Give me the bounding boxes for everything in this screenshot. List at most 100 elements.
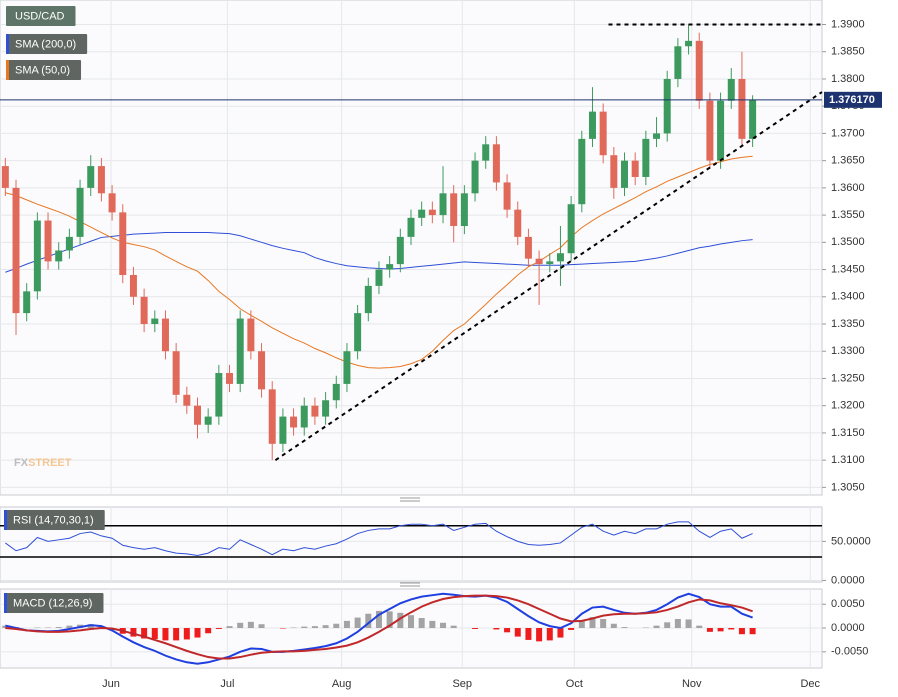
histogram-bar	[226, 626, 233, 629]
histogram-bar	[493, 628, 500, 630]
histogram-bar	[546, 628, 553, 641]
histogram-bar	[621, 627, 628, 629]
panel	[0, 0, 823, 496]
y-tick-label: 1.3650	[831, 155, 865, 167]
candle-body	[642, 138, 650, 177]
candle-body	[386, 264, 394, 270]
y-tick-label: 1.3850	[831, 46, 865, 58]
candle-body	[193, 405, 201, 425]
y-tick-label: 1.3900	[831, 18, 865, 30]
candle-body	[428, 209, 436, 216]
histogram-bar	[408, 615, 414, 629]
candle-body	[55, 250, 63, 262]
histogram-bar	[664, 622, 671, 629]
legend-label: SMA (200,0)	[15, 38, 76, 50]
histogram-bar	[706, 628, 713, 632]
histogram-bar	[397, 612, 404, 629]
histogram-bar	[386, 611, 393, 629]
candle-body	[204, 416, 212, 425]
candle-body	[749, 99, 757, 139]
candle-body	[247, 318, 255, 352]
y-tick-label: 1.3600	[831, 182, 865, 194]
y-tick-label: 1.3300	[831, 345, 865, 357]
candle-body	[514, 209, 522, 237]
candle-body	[65, 236, 73, 251]
histogram-bar	[66, 625, 73, 629]
trendline	[274, 91, 823, 461]
candle-body	[546, 261, 554, 265]
legend-swatch	[4, 510, 7, 530]
candle-body	[172, 351, 180, 395]
histogram-bar	[343, 620, 350, 629]
histogram-bar	[311, 626, 318, 629]
y-tick-label: 1.3800	[831, 73, 865, 85]
candle-body	[460, 193, 468, 226]
legend-box	[4, 510, 105, 530]
y-tick-label: 1.3050	[831, 481, 865, 493]
candle-body	[407, 217, 415, 237]
legend-swatch	[6, 60, 9, 80]
histogram-bar	[525, 628, 532, 640]
candle-body	[279, 416, 287, 444]
y-tick-label: 1.3700	[831, 127, 865, 139]
histogram-bar	[589, 617, 596, 629]
candle-body	[23, 291, 31, 314]
y-tick-label: 1.3450	[831, 263, 865, 275]
candle-body	[588, 111, 596, 139]
candle-body	[119, 212, 127, 275]
histogram-bar	[610, 623, 617, 629]
candle-body	[706, 100, 714, 161]
y-tick-label: 50.0000	[831, 535, 871, 547]
sma-line	[5, 155, 753, 369]
histogram-bar	[2, 625, 9, 629]
candle-body	[215, 373, 223, 417]
y-tick-label: 1.3500	[831, 236, 865, 248]
histogram-bar	[194, 628, 201, 638]
candle-body	[183, 394, 191, 406]
y-tick-label: 1.3400	[831, 291, 865, 303]
candle-body	[556, 253, 564, 262]
candle-body	[1, 166, 9, 188]
candle-body	[524, 236, 532, 259]
candle-body	[151, 318, 159, 325]
histogram-bar	[674, 618, 681, 629]
legend-label: RSI (14,70,30,1)	[13, 514, 94, 526]
watermark-suffix: STREET	[28, 457, 72, 469]
histogram-bar	[247, 621, 254, 629]
histogram-bar	[504, 628, 511, 633]
candle-body	[33, 220, 41, 292]
candle-body	[108, 193, 116, 213]
panel	[0, 506, 823, 583]
candle-body	[653, 133, 661, 139]
histogram-bar	[183, 628, 190, 640]
histogram-bar	[141, 628, 148, 639]
candle-body	[535, 258, 543, 265]
histogram-bar	[557, 628, 564, 638]
histogram-bar	[55, 627, 62, 629]
histogram-bar	[173, 628, 180, 641]
candle-body	[727, 78, 735, 101]
histogram-bar	[450, 625, 457, 629]
histogram-bar	[749, 628, 756, 635]
candle-body	[663, 78, 671, 134]
histogram-bar	[600, 618, 607, 629]
histogram-bar	[258, 624, 265, 629]
candle-body	[236, 318, 244, 384]
y-tick-label: 1.3350	[831, 318, 865, 330]
histogram-bar	[738, 628, 745, 635]
histogram-bar	[162, 628, 169, 641]
candle-body	[12, 187, 20, 314]
candle-body	[354, 313, 362, 352]
candle-body	[268, 389, 276, 444]
candle-body	[140, 296, 148, 325]
legend-box	[6, 60, 82, 80]
histogram-bar	[440, 622, 447, 629]
candle-body	[161, 318, 169, 352]
x-tick-label: Aug	[332, 678, 352, 690]
candle-body	[482, 144, 490, 161]
histogram-bar	[375, 610, 382, 629]
candle-body	[364, 285, 372, 314]
histogram-bar	[215, 628, 222, 629]
panel-handle	[400, 497, 420, 587]
